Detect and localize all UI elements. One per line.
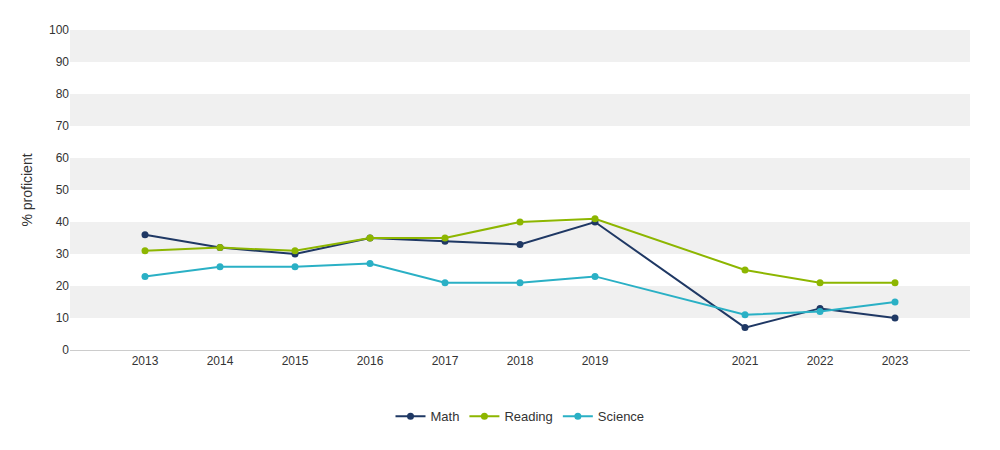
svg-text:70: 70 (56, 119, 70, 133)
svg-text:90: 90 (56, 55, 70, 69)
svg-text:50: 50 (56, 183, 70, 197)
svg-text:2017: 2017 (432, 354, 459, 368)
svg-text:80: 80 (56, 87, 70, 101)
svg-text:2014: 2014 (207, 354, 234, 368)
svg-text:2023: 2023 (882, 354, 909, 368)
svg-text:20: 20 (56, 279, 70, 293)
svg-text:Math: Math (431, 409, 460, 424)
svg-text:2018: 2018 (507, 354, 534, 368)
svg-text:2019: 2019 (582, 354, 609, 368)
svg-text:2016: 2016 (357, 354, 384, 368)
svg-text:% proficient: % proficient (19, 153, 35, 226)
svg-text:100: 100 (49, 23, 69, 37)
svg-text:2021: 2021 (732, 354, 759, 368)
svg-text:Science: Science (598, 409, 644, 424)
svg-text:0: 0 (62, 343, 69, 357)
svg-text:10: 10 (56, 311, 70, 325)
svg-text:2013: 2013 (132, 354, 159, 368)
svg-text:30: 30 (56, 247, 70, 261)
svg-text:60: 60 (56, 151, 70, 165)
svg-text:40: 40 (56, 215, 70, 229)
svg-text:2015: 2015 (282, 354, 309, 368)
svg-text:Reading: Reading (504, 409, 552, 424)
svg-text:2022: 2022 (807, 354, 834, 368)
